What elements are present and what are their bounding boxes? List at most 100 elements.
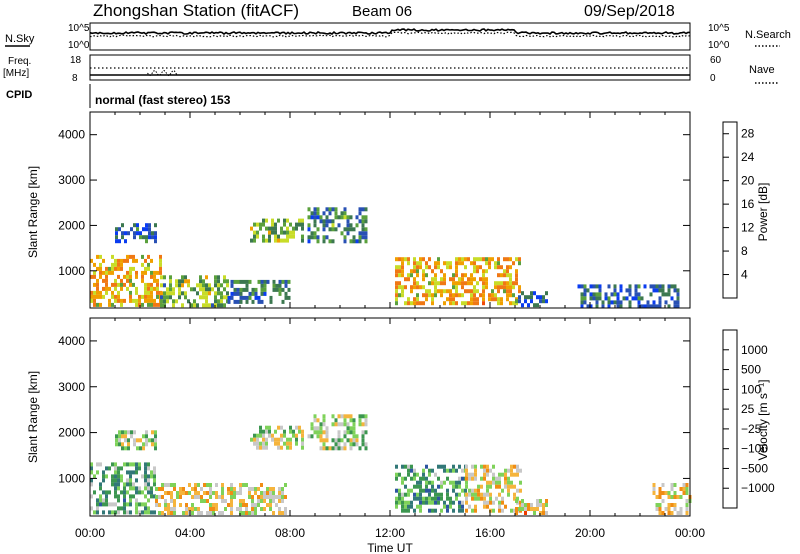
data-cell [655,288,659,293]
data-cell [257,279,261,284]
data-cell [307,235,311,240]
data-cell [281,279,285,284]
data-cell [437,281,440,286]
data-cell [440,480,443,485]
data-cell [129,270,132,275]
data-cell [316,227,320,232]
data-cell [277,425,280,430]
data-cell [410,500,413,505]
data-cell [480,484,483,489]
data-cell [322,414,326,419]
data-cell [358,235,362,240]
data-cell [428,488,431,493]
data-cell [542,295,545,300]
data-cell [136,438,139,443]
data-cell [126,278,129,283]
data-cell [223,279,226,284]
data-cell [322,430,326,435]
data-cell [178,291,181,296]
data-cell [138,486,141,491]
data-cell [474,488,477,493]
cpid-text: normal (fast stereo) 153 [95,93,231,107]
data-cell [455,293,458,298]
data-cell [178,279,181,284]
data-cell [443,301,446,306]
data-cell [455,289,458,294]
data-cell [242,483,245,487]
data-cell [322,422,326,427]
data-cell [507,492,510,497]
data-cell [355,438,359,443]
data-cell [467,301,470,306]
data-cell [167,511,170,515]
y-tick-label: 1000 [58,471,85,485]
data-cell [144,294,147,299]
data-cell [298,218,301,223]
data-cell [512,301,515,306]
data-cell [470,293,473,298]
data-cell [325,223,329,228]
data-cell [401,273,404,278]
data-cell [473,301,476,306]
data-cell [673,483,677,487]
data-cell [467,257,470,262]
data-cell [545,299,548,304]
data-cell [443,281,446,286]
data-cell [158,503,161,507]
data-cell [458,508,461,513]
data-cell [259,433,262,438]
data-cell [455,281,458,286]
data-cell [194,483,197,487]
data-cell [410,464,413,469]
data-cell [434,261,437,266]
data-cell [319,434,323,439]
data-cell [667,511,671,515]
data-cell [271,437,274,442]
data-cell [661,284,665,289]
data-cell [145,235,148,240]
data-cell [150,470,153,475]
data-cell [516,496,519,501]
data-cell [468,504,471,509]
data-cell [117,274,120,279]
data-cell [202,291,205,296]
data-cell [361,434,365,439]
data-cell [485,269,488,274]
data-cell [108,266,111,271]
data-cell [275,503,278,507]
data-cell [127,231,130,236]
data-cell [217,299,220,304]
data-cell [239,295,243,300]
data-cell [114,294,117,299]
data-cell [170,511,173,515]
data-cell [191,507,194,511]
data-cell [120,478,123,483]
data-cell [191,495,194,499]
data-cell [227,299,231,304]
data-cell [325,235,329,240]
data-cell [108,502,111,507]
data-cell [301,429,304,434]
data-cell [226,291,229,296]
data-cell [352,235,356,240]
data-cell [473,261,476,266]
data-cell [223,303,226,308]
data-cell [319,446,323,451]
data-cell [398,265,401,270]
data-cell [147,254,150,259]
data-cell [583,292,587,297]
data-cell [114,486,117,491]
data-cell [130,430,133,435]
data-cell [245,299,249,304]
data-cell [471,508,474,513]
data-cell [501,488,504,493]
data-cell [135,302,138,307]
data-cell [307,227,311,232]
data-cell [640,296,644,301]
data-cell [150,302,153,307]
data-cell [510,508,513,513]
data-cell [497,297,500,302]
data-cell [518,299,521,304]
data-cell [465,472,468,477]
